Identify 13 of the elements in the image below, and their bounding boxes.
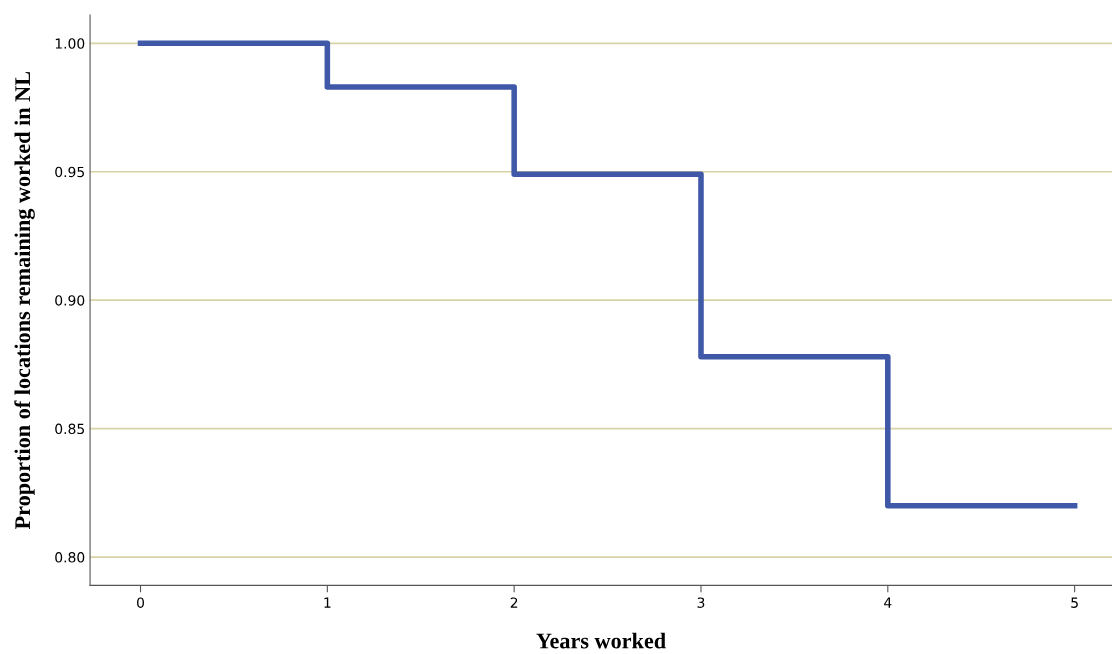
y-tick-label: 0.80 <box>55 552 85 563</box>
x-tick-label: 1 <box>324 597 331 608</box>
y-tick-label: 0.85 <box>55 423 84 435</box>
x-tick-label: 5 <box>1071 597 1078 608</box>
y-axis-title: Proportion of locations remaining worked in NL <box>14 71 35 530</box>
x-tick-label: 2 <box>510 597 518 608</box>
y-tick-label: 0.95 <box>55 166 84 178</box>
x-tick-label: 0 <box>137 597 145 608</box>
x-tick-label: 4 <box>884 597 892 608</box>
x-axis-title: Years worked <box>536 632 666 649</box>
x-tick-label: 3 <box>697 597 705 608</box>
y-tick-label: 0.90 <box>55 295 85 306</box>
y-tick-label: 1.00 <box>55 38 85 49</box>
